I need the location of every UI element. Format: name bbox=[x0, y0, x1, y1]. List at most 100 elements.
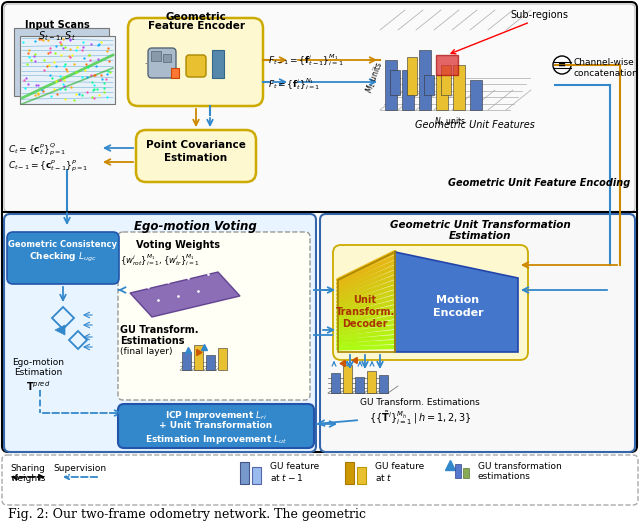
Text: $\mathbf{T}^{pred}$: $\mathbf{T}^{pred}$ bbox=[26, 379, 50, 393]
Text: Ego-motion Voting: Ego-motion Voting bbox=[134, 220, 257, 233]
Text: Sharing: Sharing bbox=[11, 464, 45, 473]
Text: weights: weights bbox=[10, 474, 45, 483]
Text: at $t$: at $t$ bbox=[375, 472, 393, 483]
Text: $C_{t-1} = \{\mathbf{c}_{t-1}^p\}_{p=1}^P$: $C_{t-1} = \{\mathbf{c}_{t-1}^p\}_{p=1}^… bbox=[8, 158, 88, 174]
Bar bbox=[14, 28, 109, 96]
FancyBboxPatch shape bbox=[2, 2, 637, 452]
Text: $\{w_{rot}^i\}_{i=1}^{M_1}, \{w_{tr}^i\}_{i=1}^{M_1}$: $\{w_{rot}^i\}_{i=1}^{M_1}, \{w_{tr}^i\}… bbox=[120, 252, 200, 268]
Text: GU Transform.: GU Transform. bbox=[120, 325, 198, 335]
FancyBboxPatch shape bbox=[7, 232, 119, 284]
FancyBboxPatch shape bbox=[186, 55, 206, 77]
Circle shape bbox=[553, 56, 571, 74]
Bar bbox=[182, 352, 191, 370]
FancyBboxPatch shape bbox=[333, 245, 528, 360]
Text: Geometric Unit Features: Geometric Unit Features bbox=[415, 120, 535, 130]
Text: Estimations: Estimations bbox=[120, 336, 184, 346]
Bar bbox=[470, 80, 482, 110]
Bar bbox=[419, 50, 431, 110]
Text: Estimation: Estimation bbox=[449, 231, 511, 241]
Polygon shape bbox=[395, 252, 518, 352]
Bar bbox=[331, 373, 340, 393]
Text: Input Scans: Input Scans bbox=[24, 20, 90, 30]
Bar bbox=[252, 467, 261, 484]
Bar bbox=[385, 60, 397, 110]
Text: Supervision: Supervision bbox=[53, 464, 107, 473]
Polygon shape bbox=[55, 325, 65, 335]
Polygon shape bbox=[130, 272, 240, 317]
Bar bbox=[390, 70, 400, 95]
Text: $M_1$ units: $M_1$ units bbox=[364, 60, 387, 95]
Text: Sub-regions: Sub-regions bbox=[510, 10, 568, 20]
Text: $\{\{\tilde{\mathbf{T}}^i\}_{i=1}^{M_h}\,|\,h=1,2,3\}$: $\{\{\tilde{\mathbf{T}}^i\}_{i=1}^{M_h}\… bbox=[369, 409, 472, 427]
Bar bbox=[379, 375, 388, 393]
Bar bbox=[240, 462, 249, 484]
Bar bbox=[194, 345, 203, 370]
Text: Transform.: Transform. bbox=[335, 307, 395, 317]
Text: $F_{t-1} = \{\mathbf{f}_{t-1}^i\}_{i=1}^{M_1}$: $F_{t-1} = \{\mathbf{f}_{t-1}^i\}_{i=1}^… bbox=[268, 52, 344, 68]
Bar bbox=[367, 371, 376, 393]
Text: Point Covariance: Point Covariance bbox=[146, 140, 246, 150]
Text: (final layer): (final layer) bbox=[120, 347, 173, 356]
Bar bbox=[424, 75, 434, 95]
Text: Estimation Improvement $L_{ut}$: Estimation Improvement $L_{ut}$ bbox=[145, 433, 287, 446]
Text: Encoder: Encoder bbox=[433, 308, 483, 318]
Bar bbox=[206, 355, 215, 370]
FancyBboxPatch shape bbox=[118, 404, 314, 448]
Text: Geometric Unit Transformation: Geometric Unit Transformation bbox=[390, 220, 570, 230]
Bar bbox=[357, 467, 366, 484]
Bar bbox=[463, 468, 469, 478]
Bar bbox=[20, 36, 115, 104]
Text: + Unit Transformation: + Unit Transformation bbox=[159, 421, 273, 430]
Bar bbox=[163, 54, 171, 62]
Bar bbox=[402, 70, 414, 110]
Text: concatenation: concatenation bbox=[574, 69, 639, 78]
Bar bbox=[455, 464, 461, 478]
Text: Decoder: Decoder bbox=[342, 319, 388, 329]
Text: Channel-wise: Channel-wise bbox=[574, 58, 635, 67]
Text: Ego-motion: Ego-motion bbox=[12, 358, 64, 367]
Text: $F_t = \{\mathbf{f}_t^i\}_{i=1}^{N_1}$: $F_t = \{\mathbf{f}_t^i\}_{i=1}^{N_1}$ bbox=[268, 76, 320, 92]
Text: Geometric Unit Feature Encoding: Geometric Unit Feature Encoding bbox=[448, 178, 630, 188]
Text: GU Transform. Estimations: GU Transform. Estimations bbox=[360, 398, 480, 407]
Text: estimations: estimations bbox=[478, 472, 531, 481]
Text: $S_{t-1}, S_t$: $S_{t-1}, S_t$ bbox=[38, 29, 76, 43]
Bar bbox=[345, 462, 354, 484]
FancyBboxPatch shape bbox=[118, 232, 310, 400]
FancyBboxPatch shape bbox=[2, 455, 638, 505]
Bar bbox=[436, 75, 448, 110]
Text: Geometric: Geometric bbox=[166, 12, 227, 22]
Bar bbox=[218, 348, 227, 370]
Text: $C_t = \{\mathbf{c}_t^p\}_{p=1}^Q$: $C_t = \{\mathbf{c}_t^p\}_{p=1}^Q$ bbox=[8, 142, 67, 158]
FancyBboxPatch shape bbox=[136, 130, 256, 182]
Text: Fig. 2: Our two-frame odometry network. The geometric: Fig. 2: Our two-frame odometry network. … bbox=[8, 508, 366, 521]
Text: Feature Encoder: Feature Encoder bbox=[147, 21, 244, 31]
Text: GU transformation: GU transformation bbox=[478, 462, 562, 471]
Text: Checking $L_{ugc}$: Checking $L_{ugc}$ bbox=[29, 251, 97, 264]
Text: Estimation: Estimation bbox=[164, 153, 228, 163]
FancyBboxPatch shape bbox=[128, 18, 263, 106]
Bar bbox=[407, 57, 417, 95]
Text: Geometric Consistency: Geometric Consistency bbox=[8, 240, 118, 249]
FancyBboxPatch shape bbox=[4, 4, 635, 212]
Text: GU feature: GU feature bbox=[270, 462, 319, 471]
Bar bbox=[151, 51, 161, 61]
Bar bbox=[171, 68, 179, 78]
Bar bbox=[343, 365, 352, 393]
Bar bbox=[453, 65, 465, 110]
Text: ICP Improvement $L_{ri}$: ICP Improvement $L_{ri}$ bbox=[165, 409, 267, 422]
FancyBboxPatch shape bbox=[320, 214, 635, 452]
Text: Motion: Motion bbox=[436, 295, 479, 305]
FancyBboxPatch shape bbox=[4, 214, 316, 452]
Bar bbox=[355, 377, 364, 393]
Text: $N_1$ units: $N_1$ units bbox=[434, 115, 466, 127]
Text: GU feature: GU feature bbox=[375, 462, 424, 471]
Bar bbox=[441, 65, 451, 95]
Bar bbox=[436, 55, 458, 75]
Text: Estimation: Estimation bbox=[14, 368, 62, 377]
Text: at $t-1$: at $t-1$ bbox=[270, 472, 303, 483]
Text: Unit: Unit bbox=[353, 295, 376, 305]
Text: =: = bbox=[558, 60, 566, 70]
FancyBboxPatch shape bbox=[148, 48, 176, 78]
Bar bbox=[212, 50, 224, 78]
Text: Voting Weights: Voting Weights bbox=[136, 240, 220, 250]
